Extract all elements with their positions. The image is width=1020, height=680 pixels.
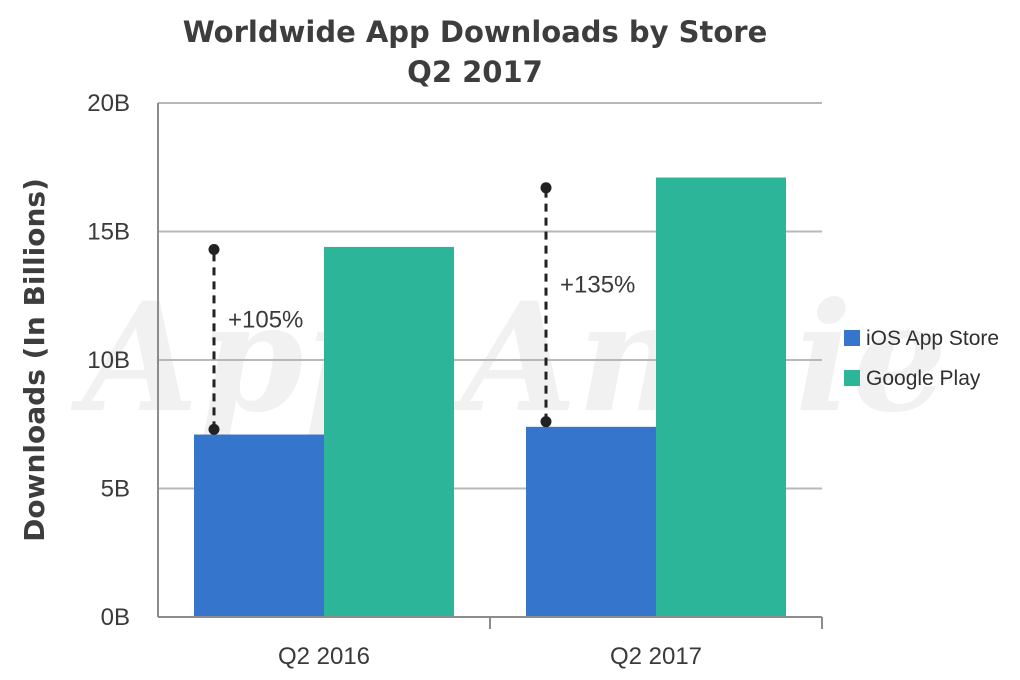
growth-dot xyxy=(208,243,220,255)
legend-swatch xyxy=(844,330,860,346)
bar-ios xyxy=(526,426,656,617)
y-tick-label: 5B xyxy=(101,476,130,503)
annotations: +105% +135% xyxy=(208,182,635,435)
y-axis-label: Downloads (In Billions) xyxy=(18,178,51,542)
bar-ios xyxy=(194,434,324,617)
y-tick-label: 10B xyxy=(87,347,130,374)
bar-google-play xyxy=(324,246,454,618)
legend-label: Google Play xyxy=(866,367,981,390)
watermark-text: App Annie xyxy=(70,270,947,446)
growth-dot xyxy=(208,423,220,435)
growth-annotation-label: +135% xyxy=(560,272,635,299)
chart-title: Worldwide App Downloads by Store xyxy=(183,15,768,49)
legend-swatch xyxy=(844,370,860,386)
legend-label: iOS App Store xyxy=(866,327,999,350)
bar-google-play xyxy=(656,177,786,617)
axes: 0B 5B 10B 15B 20B Q2 2016 Q2 2017 xyxy=(87,90,823,670)
y-tick-label: 0B xyxy=(101,604,130,631)
y-tick-label: 20B xyxy=(87,90,130,117)
growth-dot xyxy=(540,416,552,428)
bars xyxy=(194,177,786,618)
x-tick-label: Q2 2017 xyxy=(610,643,702,670)
chart-subtitle: Q2 2017 xyxy=(407,55,543,89)
growth-annotation-label: +105% xyxy=(228,306,303,333)
x-tick-label: Q2 2016 xyxy=(278,643,370,670)
legend: iOS App Store Google Play xyxy=(844,327,999,390)
y-tick-label: 15B xyxy=(87,219,130,246)
growth-dot xyxy=(540,182,552,194)
